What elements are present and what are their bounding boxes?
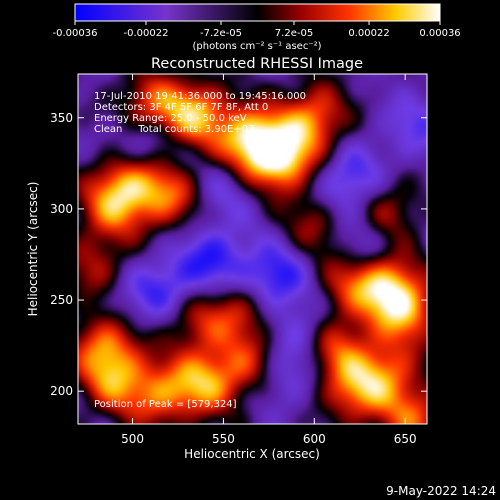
footer-date: 9-May-2022 14:24	[386, 484, 496, 498]
colorbar-tick-label: -0.00036	[53, 28, 98, 39]
y-axis-label: Heliocentric Y (arcsec)	[26, 182, 40, 317]
colorbar-tick-label: -0.00022	[123, 28, 168, 39]
heatmap-image	[78, 74, 427, 424]
y-tick-label: 250	[50, 293, 73, 307]
annotation-energy-range: Energy Range: 25.0 - 50.0 keV	[94, 113, 247, 124]
x-tick-label: 600	[303, 432, 326, 446]
peak-position-label: Position of Peak = [579,324]	[94, 399, 237, 410]
colorbar-units: (photons cm⁻² s⁻¹ asec⁻²)	[192, 41, 321, 52]
annotation-detectors: Detectors: 3F 4F 5F 6F 7F 8F, Att 0	[94, 102, 268, 113]
x-tick-label: 550	[212, 432, 235, 446]
annotation-time-range: 17-Jul-2010 19:41:36.000 to 19:45:16.000	[94, 91, 306, 102]
colorbar-tick-label: 0.00036	[419, 28, 460, 39]
colorbar-tick-label: 7.2e-05	[275, 28, 313, 39]
x-tick-label: 500	[121, 432, 144, 446]
plot-frame	[77, 73, 428, 425]
y-tick-label: 350	[50, 111, 73, 125]
y-tick-label: 300	[50, 202, 73, 216]
y-tick-label: 200	[50, 384, 73, 398]
x-axis-label: Heliocentric X (arcsec)	[184, 447, 320, 461]
annotation-total-counts: Clean Total counts: 3.90E+03	[94, 124, 254, 135]
colorbar	[74, 3, 441, 22]
axis-ticks: 500 550 600 650 200 250 300 350	[50, 74, 427, 446]
colorbar-tick-label: -7.2e-05	[200, 28, 242, 39]
x-tick-label: 650	[394, 432, 417, 446]
colorbar-tick-label: 0.00022	[348, 28, 389, 39]
chart-title: Reconstructed RHESSI Image	[151, 56, 363, 72]
colorbar-ticks: -0.00036 -0.00022 -7.2e-05 7.2e-05 0.00022 0.…	[53, 21, 461, 39]
